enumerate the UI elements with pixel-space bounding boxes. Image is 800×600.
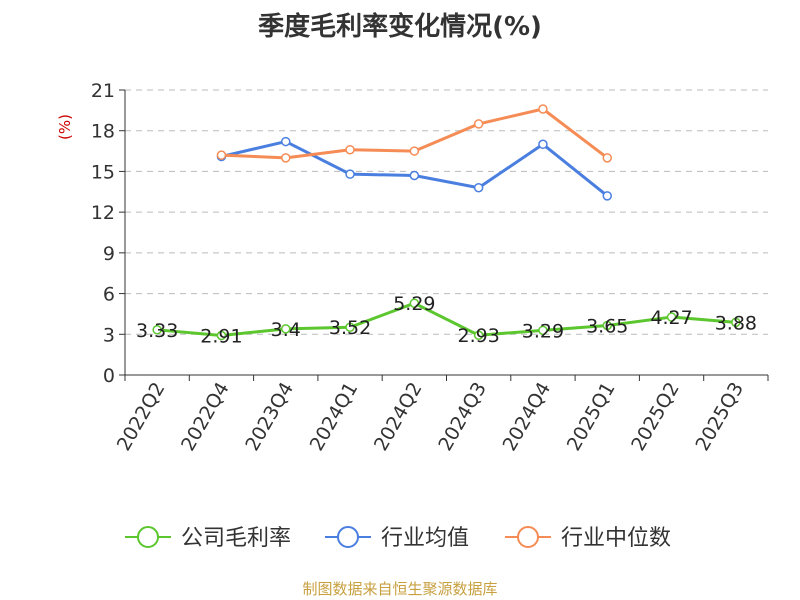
data-point xyxy=(216,150,227,160)
data-point xyxy=(281,324,291,334)
data-label: 3.65 xyxy=(586,315,628,337)
legend: 公司毛利率 行业均值 行业中位数 xyxy=(125,526,671,551)
data-point xyxy=(731,317,741,328)
x-tick-label: 2022Q4 xyxy=(177,379,234,455)
legend-item: 行业中位数 xyxy=(505,526,671,551)
legend-item: 行业均值 xyxy=(325,526,469,551)
data-point xyxy=(473,182,484,193)
y-axis-unit: (%) xyxy=(56,114,74,140)
x-tick-label: 2024Q4 xyxy=(499,379,556,455)
data-point xyxy=(538,139,548,150)
data-point xyxy=(409,170,420,181)
grid-lines xyxy=(125,89,768,335)
data-point xyxy=(602,191,612,201)
data-point xyxy=(666,312,677,322)
data-point xyxy=(473,330,484,340)
x-tick-label: 2024Q3 xyxy=(434,379,491,455)
series-line xyxy=(157,301,736,338)
data-point xyxy=(602,320,612,331)
data-point xyxy=(409,298,420,308)
y-tick-label: 3 xyxy=(103,324,115,346)
y-tick-label: 21 xyxy=(91,80,115,102)
x-tick-label: 2025Q1 xyxy=(563,379,620,455)
x-tick-label: 2024Q1 xyxy=(306,379,363,455)
legend-marker xyxy=(137,526,159,548)
data-label: 3.52 xyxy=(329,317,371,339)
chart-title: 季度毛利率变化情况(%) xyxy=(258,12,542,42)
y-tick-label: 12 xyxy=(91,202,115,224)
data-point xyxy=(538,104,548,114)
data-label: 5.29 xyxy=(393,293,435,315)
data-point xyxy=(538,325,548,336)
data-label: 3.29 xyxy=(522,320,564,342)
data-point xyxy=(345,169,355,179)
data-label: 3.33 xyxy=(136,320,178,342)
y-tick-label: 18 xyxy=(91,121,115,143)
x-tick-label: 2025Q3 xyxy=(691,379,748,455)
legend-label: 行业中位数 xyxy=(561,526,671,551)
x-tick-label: 2023Q4 xyxy=(241,379,298,455)
source-note: 制图数据来自恒生聚源数据库 xyxy=(302,580,498,598)
data-point xyxy=(473,119,484,129)
data-label: 3.4 xyxy=(271,319,301,341)
data-point xyxy=(345,144,355,155)
data-point xyxy=(281,136,291,147)
y-tick-label: 6 xyxy=(103,284,115,306)
x-tick-label: 2022Q2 xyxy=(113,379,170,455)
data-label: 3.88 xyxy=(715,312,757,334)
legend-marker xyxy=(517,526,539,548)
legend-label: 行业均值 xyxy=(381,526,469,551)
data-point xyxy=(281,153,291,163)
data-point xyxy=(409,146,420,156)
y-tick-label: 15 xyxy=(91,161,115,183)
data-label: 4.27 xyxy=(650,307,692,329)
data-point xyxy=(216,330,227,341)
series-lines xyxy=(152,104,741,341)
y-tick-label: 9 xyxy=(103,243,115,265)
data-label: 2.93 xyxy=(457,325,499,347)
x-tick-label: 2024Q2 xyxy=(370,379,427,455)
data-labels: 3.33 2.91 3.4 3.52 5.29 2.93 3.29 3.65 4.27 3.88 xyxy=(136,293,757,347)
data-point xyxy=(345,322,355,332)
y-tick-label: 0 xyxy=(103,365,115,387)
x-tick-label: 2025Q2 xyxy=(627,379,684,455)
legend-item: 公司毛利率 xyxy=(125,526,291,551)
legend-label: 公司毛利率 xyxy=(181,526,291,551)
data-point xyxy=(602,153,612,163)
legend-marker xyxy=(337,526,359,548)
data-label: 2.91 xyxy=(200,326,242,348)
data-point xyxy=(152,325,162,335)
